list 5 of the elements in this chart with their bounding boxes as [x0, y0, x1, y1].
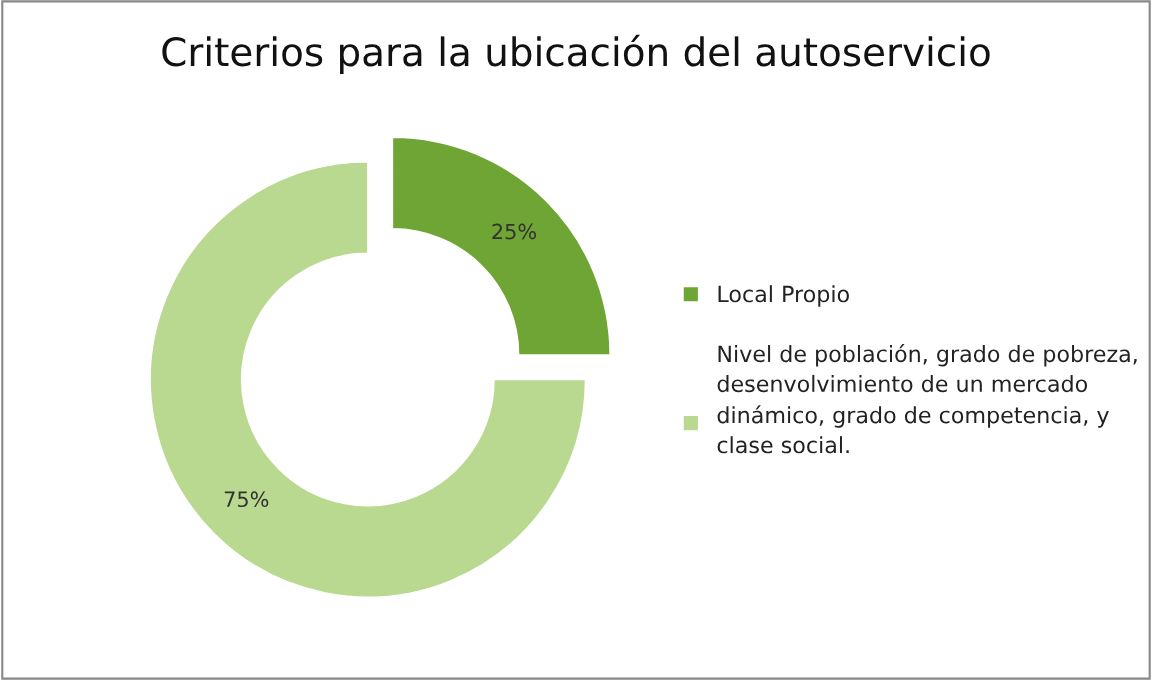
- chart-title: Criterios para la ubicación del autoservicio: [162, 34, 990, 74]
- data-label: 75%: [224, 491, 269, 508]
- slice-label: Nivel de población, grado de pobreza, desenvolvimiento de un mercado dinámico, grado de competencia, y clase social.: [717, 344, 1137, 454]
- legend-label: Local Propio: [718, 285, 849, 307]
- data-label: 25%: [492, 223, 537, 240]
